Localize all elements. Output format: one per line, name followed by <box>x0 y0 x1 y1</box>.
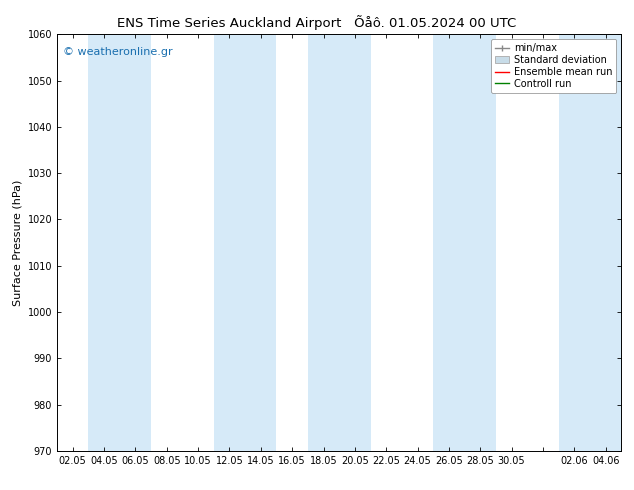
Bar <box>433 34 496 451</box>
Y-axis label: Surface Pressure (hPa): Surface Pressure (hPa) <box>12 179 22 306</box>
Bar <box>214 34 276 451</box>
Bar <box>559 34 621 451</box>
Bar <box>88 34 151 451</box>
Bar <box>308 34 370 451</box>
Text: ENS Time Series Auckland Airport   Õåô. 01.05.2024 00 UTC: ENS Time Series Auckland Airport Õåô. 01… <box>117 15 517 30</box>
Legend: min/max, Standard deviation, Ensemble mean run, Controll run: min/max, Standard deviation, Ensemble me… <box>491 39 616 93</box>
Text: © weatheronline.gr: © weatheronline.gr <box>63 47 172 57</box>
